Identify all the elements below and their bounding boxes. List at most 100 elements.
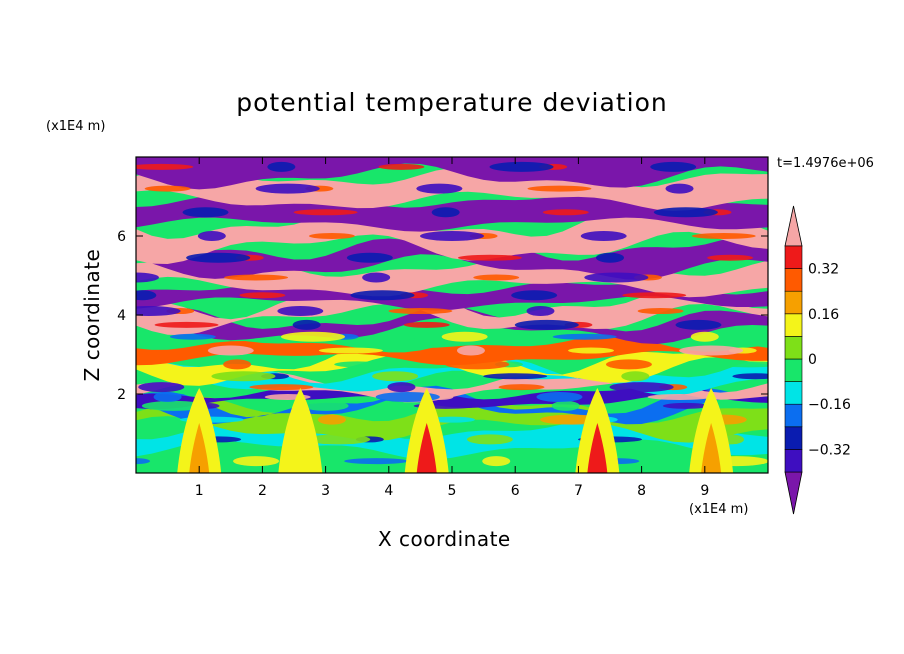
colorbar-segment (784, 426, 803, 450)
contour-patch (239, 292, 286, 299)
contour-patch (429, 416, 475, 423)
y-tick-label: 6 (117, 229, 126, 245)
contour-patch (136, 306, 181, 317)
contour-patch (707, 254, 754, 261)
contour-patch (182, 207, 229, 218)
contour-patch (526, 306, 555, 317)
colorbar: 0.32 0.16 0 −0.16 −0.32 (784, 205, 851, 515)
contour-patch (317, 414, 346, 425)
contour-patch (186, 252, 251, 263)
contour-field (136, 157, 768, 473)
colorbar-tick-label: −0.32 (808, 442, 851, 458)
contour-patch (609, 382, 674, 393)
y-axis: 2 4 6 (117, 229, 768, 403)
contour-patch (732, 373, 768, 380)
contour-patch (362, 272, 391, 283)
contour-patch (144, 185, 191, 192)
contour-patch (141, 400, 206, 411)
colorbar-segment (784, 358, 803, 382)
contour-patch (211, 371, 276, 382)
plume-core (189, 423, 210, 473)
contour-patch (136, 290, 157, 301)
contour-patch (169, 333, 216, 340)
contour-patch (568, 347, 615, 354)
contour-patch (514, 319, 579, 330)
contour-patch (653, 207, 718, 218)
contour-patch (551, 400, 580, 411)
contour-patch (456, 345, 485, 356)
contour-patch (344, 458, 409, 465)
contour-patch (622, 292, 687, 299)
contour-patch (691, 233, 756, 239)
contour-band (136, 257, 768, 298)
colorbar-segment (784, 313, 803, 337)
x-tick-label: 8 (637, 483, 646, 499)
contour-patch (249, 384, 314, 391)
colorbar-tick-label: −0.16 (808, 397, 851, 413)
colorbar-segment (784, 268, 803, 292)
contour-patch (498, 384, 545, 391)
colorbar-segment (784, 381, 803, 405)
contour-patch (153, 391, 182, 402)
x-tick-label: 9 (700, 483, 709, 499)
contour-patch (233, 456, 280, 467)
contour-patch (136, 458, 150, 465)
x-tick-label: 2 (258, 483, 267, 499)
contour-patch (650, 161, 697, 172)
contour-patch (466, 434, 513, 445)
contour-patch (420, 231, 484, 241)
contour-band (136, 235, 768, 280)
chart-title: potential temperature deviation (236, 88, 668, 117)
contour-patch (308, 233, 355, 239)
x-tick-label: 5 (448, 483, 457, 499)
colorbar-tick-label: 0.16 (808, 307, 839, 323)
contour-patch (647, 393, 712, 400)
contour-patch (292, 319, 321, 330)
colorbar-segment (784, 403, 803, 428)
contour-patch (293, 209, 358, 216)
contour-patch (302, 400, 349, 411)
colorbar-extend-min (784, 471, 803, 515)
contour-patch (197, 231, 226, 241)
contour-patch (441, 331, 488, 342)
plume-core (290, 423, 311, 473)
contour-patch (277, 306, 324, 317)
contour-patch (372, 371, 419, 382)
contour-patch (207, 345, 254, 356)
contour-patch (431, 207, 460, 218)
contour-patch (136, 163, 194, 170)
contour-patch (662, 402, 709, 409)
plume-core (587, 423, 608, 473)
y-tick-label: 2 (117, 387, 126, 403)
contour-patch (542, 209, 589, 216)
contour-patch (387, 382, 416, 393)
contour-patch (255, 183, 320, 194)
colorbar-segment (784, 449, 803, 473)
contour-patch (580, 231, 627, 241)
x-axis-label: X coordinate (378, 527, 511, 551)
contour-patch (136, 272, 159, 283)
x-axis-unit: (x1E4 m) (689, 502, 749, 517)
contour-patch (334, 361, 381, 368)
contour-patch (224, 274, 289, 281)
x-axis: 1 2 3 4 5 6 7 8 9 (195, 157, 709, 499)
contour-patch (154, 321, 219, 328)
colorbar-extend-max (784, 205, 803, 247)
contour-patch (388, 308, 453, 315)
contour-patch (489, 161, 554, 172)
y-axis-label: Z coordinate (80, 248, 104, 382)
contour-patch (457, 254, 522, 261)
colorbar-tick-label: 0.32 (808, 262, 839, 278)
colorbar-segment (784, 290, 803, 315)
contour-patch (473, 274, 520, 281)
plume-core (701, 423, 722, 473)
contour-patch (378, 163, 425, 170)
contour-patch (346, 252, 393, 263)
contour-patch (527, 185, 592, 192)
contour-patch (138, 382, 185, 393)
contour-patch (416, 183, 463, 194)
contour-patch (637, 308, 684, 315)
contour-patch (665, 183, 694, 194)
contour-patch (350, 290, 415, 301)
